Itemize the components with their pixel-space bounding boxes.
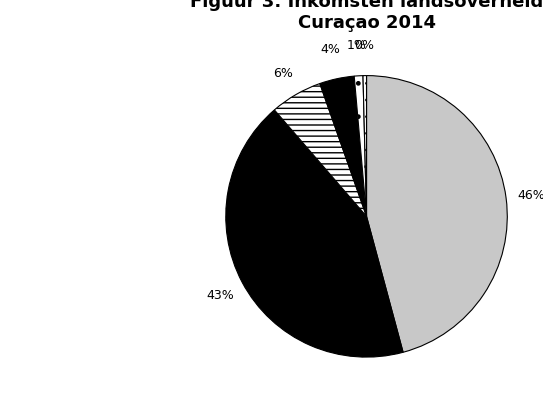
Wedge shape — [320, 77, 367, 217]
Wedge shape — [367, 76, 507, 352]
Text: 6%: 6% — [273, 67, 293, 80]
Wedge shape — [274, 84, 367, 217]
Text: 1%: 1% — [347, 39, 367, 52]
Text: 46%: 46% — [517, 189, 543, 202]
Title: Figuur 3: Inkomsten landsoverheid
Curaçao 2014: Figuur 3: Inkomsten landsoverheid Curaça… — [190, 0, 543, 31]
Text: 43%: 43% — [206, 288, 233, 301]
Wedge shape — [354, 76, 367, 217]
Text: 4%: 4% — [320, 43, 340, 56]
Text: 0%: 0% — [355, 39, 374, 52]
Wedge shape — [226, 111, 403, 357]
Wedge shape — [363, 76, 367, 217]
